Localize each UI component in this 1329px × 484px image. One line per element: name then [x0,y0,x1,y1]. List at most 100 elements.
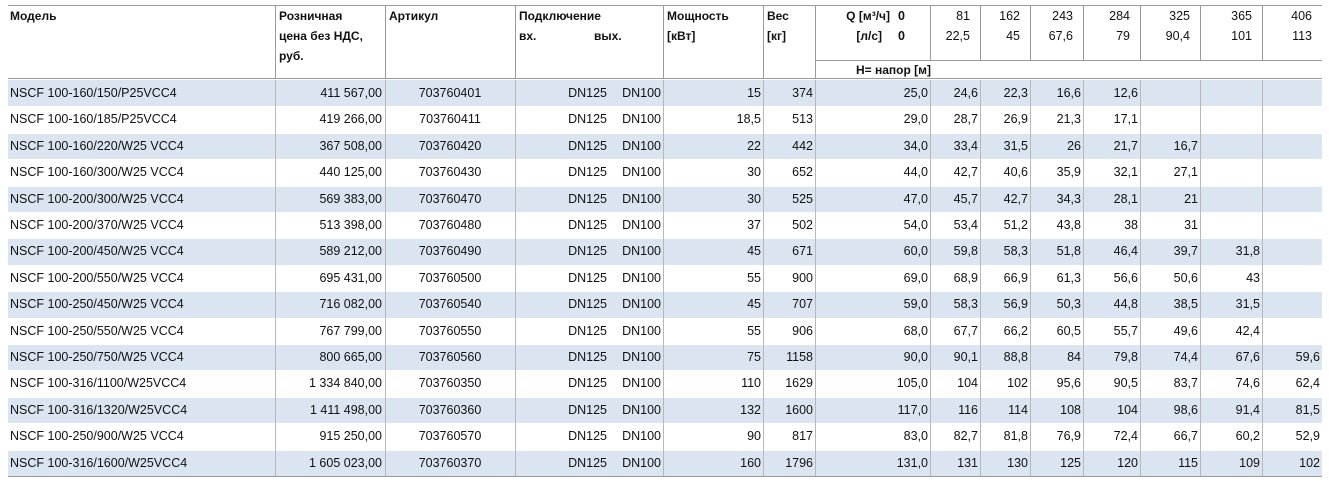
head: 69,0 [903,270,928,285]
head: 72,4 [1113,429,1138,444]
outlet: DN100 [622,112,661,127]
head: 12,6 [1113,86,1138,100]
outlet: DN100 [622,323,661,338]
weight: 707 [792,297,813,312]
price: 695 431,00 [319,270,382,285]
head: 31,5 [1235,297,1260,312]
head: 108 [1060,402,1081,417]
power: 160 [740,455,761,470]
row-shade [8,80,1322,107]
weight: 900 [792,270,813,285]
head: 51,2 [1003,218,1028,232]
row-rule [8,317,1322,319]
power: 30 [747,191,761,206]
head: 98,6 [1173,402,1198,417]
model: NSCF 100-200/450/W25 VCC4 [10,244,184,259]
header-flow-m3h: 406 [1291,9,1312,23]
header-flow-ls: 79 [1116,29,1130,43]
row-shade [8,132,1322,160]
head: 58,3 [953,297,978,312]
head: 28,1 [1113,191,1138,206]
col-rule [763,5,764,78]
header-flow-ls: 0 [898,29,905,43]
row-rule [8,370,1322,372]
head: 32,1 [1113,165,1138,180]
power: 132 [740,402,761,417]
col-rule [663,5,664,78]
header-q-label: Q [м³/ч] [846,9,890,23]
price: 1 605 023,00 [309,455,382,470]
head: 102 [1299,455,1320,470]
head: 74,4 [1173,350,1198,364]
head: 44,8 [1113,297,1138,312]
head: 66,2 [1003,323,1028,338]
article: 703760370 [418,455,482,470]
header-flow-m3h: 81 [956,9,970,23]
outlet: DN100 [622,218,661,232]
model: NSCF 100-250/550/W25 VCC4 [10,323,184,338]
article: 703760490 [418,244,482,259]
col-rule [1030,80,1031,476]
article: 703760560 [418,350,482,364]
head: 76,9 [1056,429,1081,444]
col-rule [930,80,931,476]
header-flow-ls: 90,4 [1165,29,1190,43]
header-price: руб. [279,49,304,63]
head: 44,0 [903,165,928,180]
head: 114 [1008,402,1028,417]
inlet: DN125 [568,297,607,312]
article: 703760411 [419,112,481,127]
model: NSCF 100-160/185/P25VCC4 [10,112,177,127]
header-ls-label: [л/с] [856,29,882,43]
weight: 817 [792,429,813,444]
price: 1 411 498,00 [309,402,382,417]
head: 42,4 [1235,323,1260,338]
head: 31,8 [1235,244,1260,259]
head: 45,7 [953,191,978,206]
price: 513 398,00 [319,218,382,232]
head: 50,3 [1056,297,1081,312]
row-rule [8,449,1322,451]
col-rule [980,5,981,60]
header-flow-ls: 45 [1006,29,1020,43]
head: 56,9 [1003,297,1028,312]
weight: 1796 [785,455,813,470]
header-head-label: H= напор [м] [856,63,932,77]
head: 51,8 [1056,244,1081,259]
price: 440 125,00 [319,165,382,180]
inlet: DN125 [568,218,607,232]
head: 31,5 [1003,138,1028,153]
col-rule [1262,80,1263,476]
outlet: DN100 [622,455,661,470]
head: 62,4 [1295,376,1320,391]
row-rule [8,106,1322,108]
price: 569 383,00 [319,191,382,206]
head: 95,6 [1056,376,1081,391]
price: 589 212,00 [319,244,382,259]
head: 117,0 [897,402,928,417]
header-model: Модель [10,9,57,23]
head: 102 [1007,376,1028,391]
header-flow-ls: 113 [1292,29,1312,43]
head: 67,7 [953,323,978,338]
col-rule [275,80,276,476]
power: 55 [747,323,761,338]
head: 90,0 [903,350,928,364]
head: 40,6 [1003,165,1028,180]
head: 66,7 [1173,429,1198,444]
inlet: DN125 [568,429,607,444]
row-shade [8,396,1322,424]
col-rule [515,5,516,78]
head: 38,5 [1173,297,1198,312]
article: 703760360 [418,402,482,417]
header-flow-m3h: 325 [1169,9,1190,23]
model: NSCF 100-250/450/W25 VCC4 [10,297,184,312]
weight: 442 [792,138,813,153]
col-rule [275,5,276,78]
inlet: DN125 [568,455,607,470]
power: 18,5 [736,112,761,127]
outlet: DN100 [622,191,661,206]
rule [8,78,1322,79]
head: 60,5 [1056,323,1081,338]
